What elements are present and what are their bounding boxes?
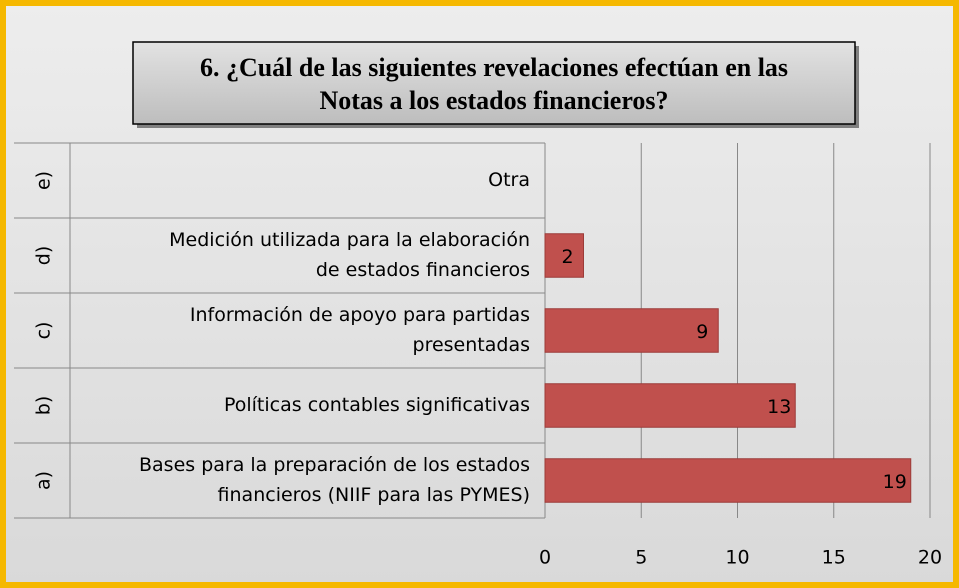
category-label: Bases para la preparación de los estados xyxy=(139,454,530,476)
title-box xyxy=(132,41,856,125)
bar xyxy=(544,233,584,278)
bar xyxy=(544,308,719,353)
category-label: Medición utilizada para la elaboración xyxy=(169,229,530,251)
group-label: c) xyxy=(33,322,55,340)
x-tick-label: 15 xyxy=(822,547,846,569)
category-label: Otra xyxy=(488,169,530,191)
chart-title: Notas a los estados financieros? xyxy=(319,86,668,115)
group-label: b) xyxy=(33,396,55,415)
group-label: a) xyxy=(33,471,55,490)
category-label: Información de apoyo para partidas xyxy=(190,304,530,326)
bar xyxy=(544,383,796,428)
x-tick-label: 10 xyxy=(725,547,749,569)
data-label: 13 xyxy=(767,396,791,418)
x-tick-label: 20 xyxy=(918,547,942,569)
category-label: de estados financieros xyxy=(316,259,530,281)
chart-title: 6. ¿Cuál de las siguientes revelaciones … xyxy=(200,53,788,82)
group-label: e) xyxy=(33,171,55,190)
group-label: d) xyxy=(33,246,55,265)
category-label: presentadas xyxy=(413,334,530,356)
category-label: Políticas contables significativas xyxy=(224,394,530,416)
data-label: 19 xyxy=(883,471,907,493)
category-label: financieros (NIIF para las PYMES) xyxy=(218,484,530,506)
x-tick-label: 5 xyxy=(635,547,647,569)
x-tick-label: 0 xyxy=(539,547,551,569)
data-label: 2 xyxy=(561,246,573,268)
bar xyxy=(544,458,912,503)
data-label: 9 xyxy=(696,321,708,343)
